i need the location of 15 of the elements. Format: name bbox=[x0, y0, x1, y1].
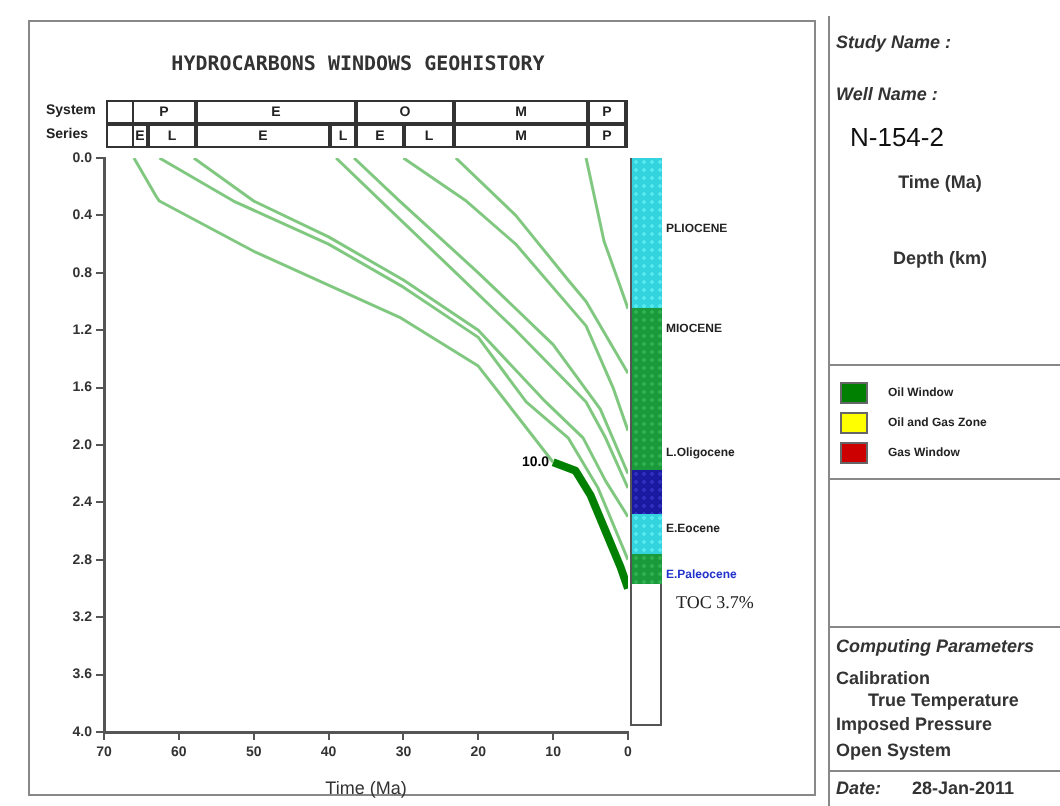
text: Well Name : bbox=[836, 84, 938, 104]
text: Imposed Pressure bbox=[836, 714, 993, 734]
text: TOC 3.7% bbox=[676, 592, 754, 612]
text: Open System bbox=[836, 740, 952, 760]
text: Computing Parameters bbox=[836, 636, 1035, 656]
text: Depth (km) bbox=[891, 248, 989, 268]
x-axis-title: Time (Ma) bbox=[325, 778, 407, 799]
text: N-154-2 bbox=[850, 122, 944, 152]
text: Time (Ma) bbox=[896, 172, 984, 192]
text: Calibration bbox=[836, 668, 931, 688]
text: True Temperature bbox=[868, 690, 1019, 710]
chart-title: HYDROCARBONS WINDOWS GEOHISTORY bbox=[169, 54, 547, 76]
text: 28-Jan-2011 bbox=[912, 778, 1015, 798]
text: Date: bbox=[836, 778, 882, 798]
text: Study Name : bbox=[836, 32, 952, 52]
